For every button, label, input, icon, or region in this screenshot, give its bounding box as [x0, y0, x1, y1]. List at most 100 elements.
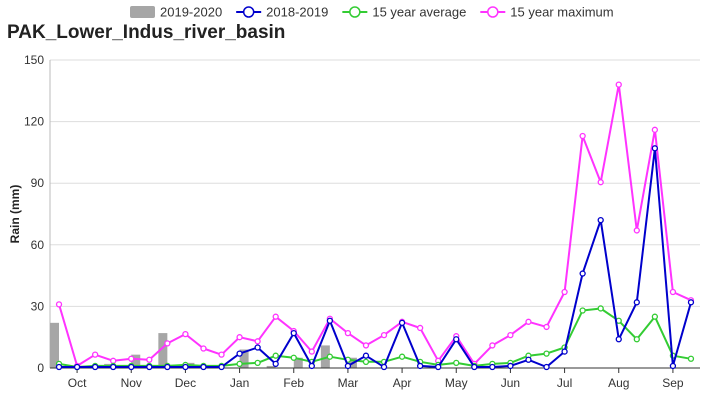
- bar-2019-2020[interactable]: [158, 333, 168, 368]
- data-point[interactable]: [362, 358, 370, 365]
- data-point[interactable]: [272, 352, 279, 359]
- data-point[interactable]: [453, 359, 460, 367]
- data-point[interactable]: [579, 307, 586, 314]
- legend-label: 15 year average: [372, 5, 466, 20]
- data-point[interactable]: [435, 363, 442, 371]
- data-point[interactable]: [669, 362, 677, 370]
- data-point[interactable]: [344, 329, 352, 337]
- data-point[interactable]: [543, 350, 550, 357]
- bar-2019-2020[interactable]: [293, 357, 303, 368]
- data-point[interactable]: [344, 362, 352, 370]
- bar-2019-2020[interactable]: [266, 365, 276, 368]
- data-point[interactable]: [633, 336, 640, 343]
- data-point[interactable]: [416, 362, 424, 370]
- bar-2019-2020[interactable]: [320, 345, 330, 368]
- data-point[interactable]: [687, 299, 695, 306]
- data-point[interactable]: [561, 288, 568, 296]
- data-point[interactable]: [687, 355, 695, 362]
- data-point[interactable]: [633, 227, 640, 234]
- data-point[interactable]: [236, 350, 243, 357]
- data-point[interactable]: [453, 336, 460, 343]
- data-point[interactable]: [489, 363, 496, 371]
- chart-title: PAK_Lower_Indus_river_basin: [7, 22, 285, 43]
- data-point[interactable]: [579, 270, 586, 277]
- data-point[interactable]: [254, 359, 261, 367]
- legend-item[interactable]: 15 year maximum: [480, 5, 614, 20]
- legend-marker: [349, 6, 361, 18]
- data-point[interactable]: [200, 363, 207, 371]
- data-point[interactable]: [380, 331, 388, 339]
- data-point[interactable]: [55, 301, 63, 308]
- data-point[interactable]: [91, 351, 99, 358]
- data-point[interactable]: [669, 288, 677, 296]
- data-point[interactable]: [128, 363, 135, 371]
- data-point[interactable]: [254, 344, 261, 351]
- data-point[interactable]: [272, 360, 279, 368]
- data-point[interactable]: [525, 356, 532, 363]
- data-point[interactable]: [597, 305, 604, 312]
- data-point[interactable]: [362, 342, 370, 349]
- data-point[interactable]: [146, 363, 153, 371]
- data-point[interactable]: [290, 354, 297, 361]
- data-point[interactable]: [236, 334, 243, 341]
- data-point[interactable]: [651, 145, 659, 152]
- y-tick-label: 90: [31, 176, 45, 190]
- data-point[interactable]: [597, 179, 604, 186]
- data-point[interactable]: [525, 318, 532, 325]
- data-point[interactable]: [543, 323, 550, 331]
- legend-item[interactable]: 15 year average: [342, 5, 466, 20]
- data-point[interactable]: [380, 363, 388, 371]
- y-tick-label: 150: [24, 53, 44, 67]
- data-point[interactable]: [362, 352, 370, 359]
- bar-2019-2020[interactable]: [239, 349, 249, 368]
- legend-marker: [242, 6, 255, 18]
- data-point[interactable]: [236, 360, 243, 368]
- data-point[interactable]: [398, 319, 406, 326]
- data-point[interactable]: [182, 363, 189, 371]
- data-point[interactable]: [507, 362, 514, 370]
- data-point[interactable]: [543, 363, 550, 371]
- data-point[interactable]: [507, 331, 514, 339]
- data-point[interactable]: [597, 217, 604, 224]
- data-point[interactable]: [308, 362, 315, 370]
- data-point[interactable]: [561, 348, 568, 355]
- data-point[interactable]: [398, 353, 406, 360]
- data-point[interactable]: [633, 299, 640, 306]
- legend-label: 2018-2019: [266, 5, 328, 20]
- bar-2019-2020[interactable]: [131, 354, 141, 368]
- data-point[interactable]: [110, 357, 117, 364]
- data-point[interactable]: [272, 313, 279, 320]
- data-point[interactable]: [416, 324, 424, 332]
- data-point[interactable]: [164, 340, 171, 347]
- data-point[interactable]: [218, 351, 225, 358]
- data-point[interactable]: [73, 363, 81, 371]
- legend-item[interactable]: 2019-2020: [130, 5, 222, 20]
- data-point[interactable]: [471, 363, 478, 371]
- data-point[interactable]: [91, 363, 99, 371]
- legend-item[interactable]: 2018-2019: [236, 5, 328, 20]
- data-point[interactable]: [110, 363, 117, 371]
- data-point[interactable]: [290, 329, 297, 337]
- data-point[interactable]: [218, 363, 225, 371]
- data-point[interactable]: [326, 353, 334, 360]
- data-point[interactable]: [489, 342, 496, 349]
- legend[interactable]: 2019-2020 2018-2019 15 year average 15 year…: [130, 5, 614, 20]
- data-point[interactable]: [146, 356, 153, 363]
- data-point[interactable]: [651, 313, 659, 320]
- data-point[interactable]: [651, 126, 659, 133]
- data-point[interactable]: [164, 363, 171, 371]
- data-point[interactable]: [308, 348, 315, 355]
- series-line: [58, 83, 692, 367]
- series-line: [58, 307, 692, 368]
- data-point[interactable]: [182, 330, 189, 338]
- data-point[interactable]: [615, 81, 622, 88]
- data-point[interactable]: [55, 363, 63, 371]
- data-point[interactable]: [128, 355, 135, 362]
- data-point[interactable]: [615, 336, 622, 343]
- data-point[interactable]: [254, 338, 261, 345]
- data-point[interactable]: [326, 317, 334, 324]
- bar-2019-2020[interactable]: [50, 322, 60, 368]
- data-point[interactable]: [579, 132, 586, 140]
- data-point[interactable]: [200, 345, 207, 352]
